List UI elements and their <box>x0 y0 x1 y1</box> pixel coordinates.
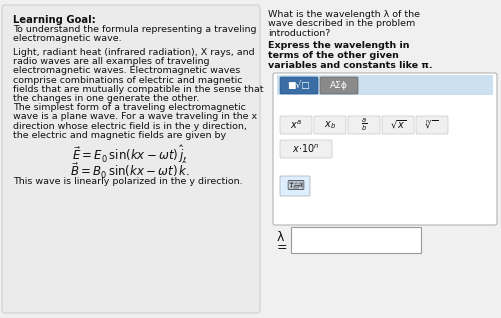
FancyBboxPatch shape <box>280 176 310 196</box>
FancyBboxPatch shape <box>381 116 413 134</box>
Text: fields that are mutually compatible in the sense that: fields that are mutually compatible in t… <box>13 85 263 94</box>
FancyBboxPatch shape <box>347 116 379 134</box>
Text: electromagnetic wave.: electromagnetic wave. <box>13 34 121 43</box>
Text: $\sqrt[n]{\ }$: $\sqrt[n]{\ }$ <box>424 119 438 131</box>
Text: $\frac{a}{b}$: $\frac{a}{b}$ <box>360 117 366 134</box>
Text: the changes in one generate the other.: the changes in one generate the other. <box>13 94 199 103</box>
Text: To understand the formula representing a traveling: To understand the formula representing a… <box>13 25 256 34</box>
FancyBboxPatch shape <box>273 73 496 225</box>
Text: =: = <box>277 241 287 254</box>
Text: $\vec{E} = E_0\,\sin(kx - \omega t)\,\hat{j},$: $\vec{E} = E_0\,\sin(kx - \omega t)\,\ha… <box>72 143 187 165</box>
FancyBboxPatch shape <box>415 116 447 134</box>
Text: introduction?: introduction? <box>268 29 330 38</box>
Text: the electric and magnetic fields are given by: the electric and magnetic fields are giv… <box>13 131 225 140</box>
Text: variables and constants like π.: variables and constants like π. <box>268 60 432 70</box>
FancyBboxPatch shape <box>280 140 331 158</box>
Text: λ: λ <box>277 231 284 244</box>
Text: ■√□: ■√□ <box>287 81 310 90</box>
Bar <box>291 227 420 253</box>
Text: electromagnetic waves. Electromagnetic waves: electromagnetic waves. Electromagnetic w… <box>13 66 240 75</box>
Text: What is the wavelength λ of the: What is the wavelength λ of the <box>268 10 419 19</box>
Text: $\sqrt{x}$: $\sqrt{x}$ <box>389 119 405 131</box>
Text: ⌨: ⌨ <box>286 179 304 192</box>
FancyBboxPatch shape <box>280 77 317 94</box>
Text: $x^a$: $x^a$ <box>289 119 302 131</box>
Text: terms of the other given: terms of the other given <box>268 51 398 60</box>
Bar <box>277 75 492 95</box>
Text: wave described in the problem: wave described in the problem <box>268 19 414 29</box>
Text: AΣϕ: AΣϕ <box>329 81 347 90</box>
Text: Learning Goal:: Learning Goal: <box>13 15 96 25</box>
FancyBboxPatch shape <box>319 77 357 94</box>
Text: The simplest form of a traveling electromagnetic: The simplest form of a traveling electro… <box>13 103 245 112</box>
Text: ↑—: ↑— <box>287 182 302 190</box>
Text: wave is a plane wave. For a wave traveling in the x: wave is a plane wave. For a wave traveli… <box>13 112 257 121</box>
Text: radio waves are all examples of traveling: radio waves are all examples of travelin… <box>13 57 209 66</box>
Text: direction whose electric field is in the y direction,: direction whose electric field is in the… <box>13 121 246 131</box>
Text: $\vec{B} = B_0\,\sin(kx - \omega t)\,\hat{k}.$: $\vec{B} = B_0\,\sin(kx - \omega t)\,\ha… <box>70 160 189 181</box>
Text: Express the wavelength in: Express the wavelength in <box>268 42 409 51</box>
FancyBboxPatch shape <box>313 116 345 134</box>
Text: Light, radiant heat (infrared radiation), X rays, and: Light, radiant heat (infrared radiation)… <box>13 48 254 57</box>
FancyBboxPatch shape <box>280 116 312 134</box>
Text: $x_b$: $x_b$ <box>323 119 335 131</box>
Text: This wave is linearly polarized in the y direction.: This wave is linearly polarized in the y… <box>13 177 242 186</box>
Text: $x{\cdot}10^n$: $x{\cdot}10^n$ <box>292 143 319 155</box>
FancyBboxPatch shape <box>2 5 260 313</box>
Text: comprise combinations of electric and magnetic: comprise combinations of electric and ma… <box>13 76 242 85</box>
